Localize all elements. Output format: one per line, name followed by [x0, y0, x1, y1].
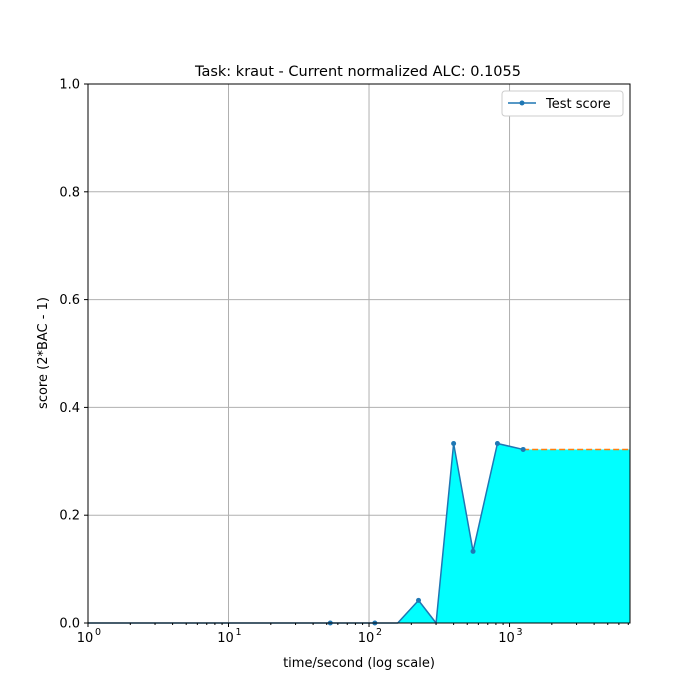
- legend-entry-test-score: Test score: [545, 97, 611, 112]
- legend-marker-icon: [519, 100, 525, 106]
- legend-box: [501, 90, 624, 117]
- y-tick-label: 0.4: [59, 401, 80, 416]
- y-tick-label: 0.0: [59, 617, 80, 632]
- test-score-point: [451, 441, 457, 447]
- y-axis-label: score (2*BAC - 1): [36, 297, 51, 409]
- test-score-point: [416, 597, 422, 603]
- x-tick-label: 10: [217, 631, 234, 646]
- x-tick-exponent: 0: [95, 627, 101, 638]
- x-tick-label: 10: [358, 631, 375, 646]
- test-score-point: [470, 548, 476, 554]
- x-tick-exponent: 2: [376, 627, 382, 638]
- y-tick-label: 0.2: [59, 509, 80, 524]
- test-score-point: [520, 446, 526, 452]
- y-tick-label: 0.6: [59, 293, 80, 308]
- y-tick-label: 1.0: [59, 78, 80, 93]
- x-tick-exponent: 3: [517, 627, 523, 638]
- chart-title: Task: kraut - Current normalized ALC: 0.…: [194, 64, 521, 80]
- area-fill: [88, 443, 630, 623]
- y-axis: 0.0 0.2 0.4 0.6 0.8 1.0: [59, 78, 88, 632]
- y-tick-label: 0.8: [59, 185, 80, 200]
- x-tick-label: 10: [77, 631, 94, 646]
- legend: Test score: [501, 90, 624, 117]
- x-axis-label: time/second (log scale): [283, 656, 435, 671]
- x-tick-label: 10: [498, 631, 515, 646]
- axes-frame: [87, 83, 631, 624]
- test-score-point: [494, 441, 500, 447]
- area-under-curve: [88, 443, 630, 623]
- x-tick-exponent: 1: [236, 627, 242, 638]
- x-axis: 10 0 10 1 10 2 10 3: [77, 623, 629, 646]
